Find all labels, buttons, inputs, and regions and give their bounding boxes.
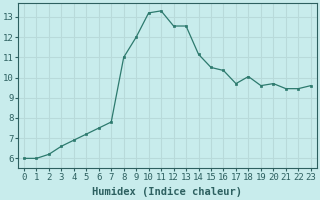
X-axis label: Humidex (Indice chaleur): Humidex (Indice chaleur) — [92, 187, 242, 197]
